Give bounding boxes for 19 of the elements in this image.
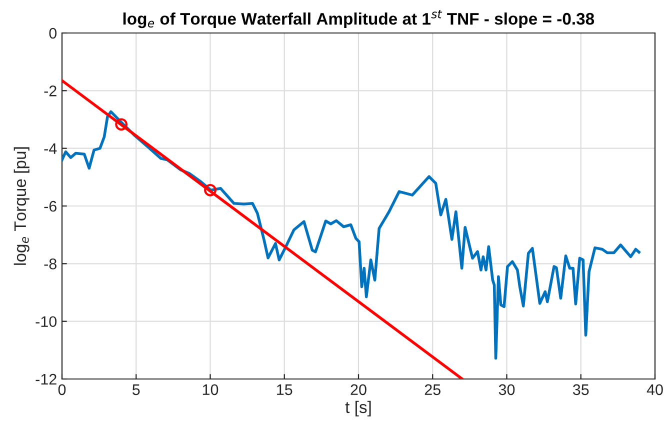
y-tick-label: -2 xyxy=(44,86,56,96)
y-axis-title: log$_{e}$ Torque [pu] xyxy=(14,147,30,265)
x-axis-title: t [s] xyxy=(345,400,371,416)
x-tick-label: 15 xyxy=(277,384,292,396)
x-tick-label: 0 xyxy=(58,384,66,396)
y-tick-label: -8 xyxy=(44,258,56,270)
y-tick-label: -12 xyxy=(36,374,56,385)
x-tick-label: 10 xyxy=(202,384,218,396)
x-tick-label: 35 xyxy=(572,384,589,396)
y-tick-label: -10 xyxy=(36,316,57,328)
x-tick-label: 25 xyxy=(424,384,440,396)
x-tick-label: 40 xyxy=(646,384,663,396)
y-tick-label: -4 xyxy=(44,143,57,154)
y-tick-label: -6 xyxy=(44,200,56,212)
x-tick-label: 5 xyxy=(132,384,140,396)
x-tick-label: 30 xyxy=(498,384,515,396)
x-tick-label: 20 xyxy=(350,384,366,396)
y-tick-label: 0 xyxy=(49,28,57,39)
chart-title: log$_{e}$ of Torque Waterfall Amplitude at 1$^{st}$ TNF - slope = -0.38 xyxy=(123,10,594,28)
